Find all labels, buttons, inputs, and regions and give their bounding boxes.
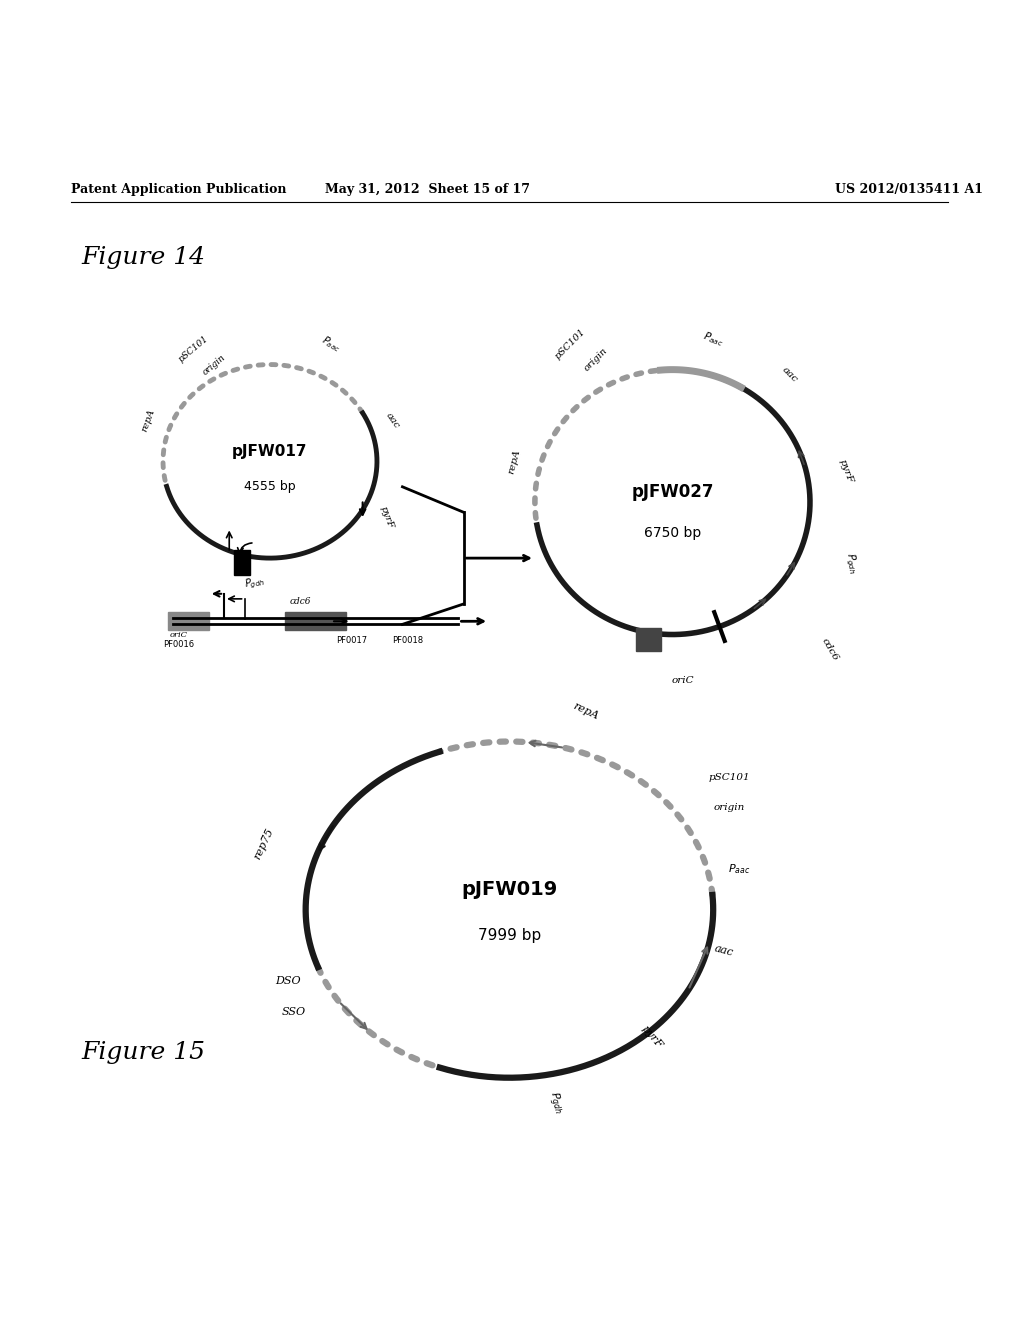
Text: DSO: DSO (274, 975, 301, 986)
Text: Figure 15: Figure 15 (82, 1040, 206, 1064)
Text: 7999 bp: 7999 bp (478, 928, 541, 942)
Text: $P_{gdh}$: $P_{gdh}$ (842, 552, 860, 576)
Text: rep75: rep75 (252, 826, 275, 861)
Text: $P_{aac}$: $P_{aac}$ (701, 329, 725, 350)
Text: pJFW027: pJFW027 (631, 483, 714, 500)
Text: pyrF: pyrF (640, 1023, 665, 1051)
Text: aac: aac (384, 411, 400, 430)
Text: oriC: oriC (169, 631, 187, 639)
Text: $P_{aac}$: $P_{aac}$ (728, 862, 751, 875)
Bar (234, 549, 251, 576)
Text: repA: repA (507, 447, 522, 475)
Text: pyrF: pyrF (379, 506, 395, 529)
Text: cdc6: cdc6 (290, 597, 311, 606)
Bar (286, 612, 346, 631)
Bar (636, 628, 660, 651)
Text: 6750 bp: 6750 bp (644, 525, 701, 540)
Text: PF0016: PF0016 (163, 640, 194, 648)
Text: aac: aac (713, 942, 734, 958)
Text: Figure 14: Figure 14 (82, 246, 206, 269)
Text: Patent Application Publication: Patent Application Publication (72, 182, 287, 195)
Text: $P_{aac}$: $P_{aac}$ (319, 333, 343, 355)
Text: $P_{gdh}$: $P_{gdh}$ (244, 574, 266, 593)
Text: pJFW017: pJFW017 (232, 444, 308, 458)
Text: aac: aac (780, 366, 799, 384)
Text: US 2012/0135411 A1: US 2012/0135411 A1 (836, 182, 983, 195)
Text: pSC101: pSC101 (709, 772, 750, 781)
Text: pSC101: pSC101 (554, 327, 588, 362)
Text: SSO: SSO (282, 1007, 305, 1016)
Text: cdc6: cdc6 (820, 636, 841, 663)
Text: origin: origin (201, 352, 227, 376)
Text: pJFW019: pJFW019 (461, 879, 557, 899)
Text: repA: repA (139, 408, 156, 433)
Text: PF0017: PF0017 (336, 636, 367, 644)
Text: origin: origin (713, 804, 744, 812)
Text: repA: repA (571, 701, 600, 721)
Text: 4555 bp: 4555 bp (244, 480, 296, 494)
Text: oriC: oriC (672, 676, 694, 685)
Text: pyrF: pyrF (838, 458, 854, 484)
Text: $P_{gdh}$: $P_{gdh}$ (545, 1090, 566, 1117)
Text: PF0018: PF0018 (392, 636, 423, 644)
Text: origin: origin (583, 346, 609, 374)
Text: pSC101: pSC101 (177, 334, 210, 364)
Text: May 31, 2012  Sheet 15 of 17: May 31, 2012 Sheet 15 of 17 (326, 182, 530, 195)
Bar (168, 612, 209, 631)
